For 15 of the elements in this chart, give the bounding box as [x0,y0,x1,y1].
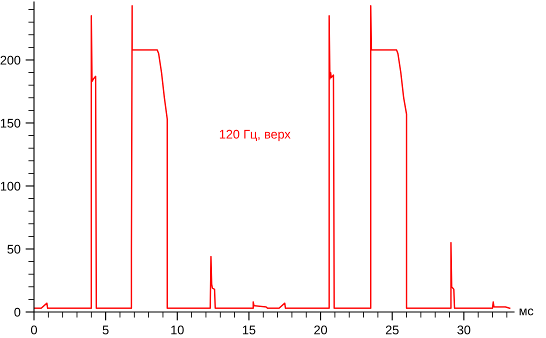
x-tick-label: 20 [314,326,328,334]
x-axis-title: мс [520,308,534,316]
x-tick-label: 15 [242,326,256,334]
x-tick-label: 5 [102,326,109,334]
x-tick-label: 0 [31,326,37,334]
x-tick-label: 30 [457,326,470,334]
line-series [34,5,510,309]
y-tick-label: 100 [0,182,20,191]
y-tick-label: 200 [0,56,20,65]
y-tick-label: 50 [7,244,20,254]
annotation: 120 Гц, верх [220,130,291,142]
x-tick-label: 10 [171,326,184,334]
y-tick-label: 0 [14,308,20,317]
x-tick-label: 25 [386,326,399,334]
y-tick-label: 150 [0,118,20,128]
